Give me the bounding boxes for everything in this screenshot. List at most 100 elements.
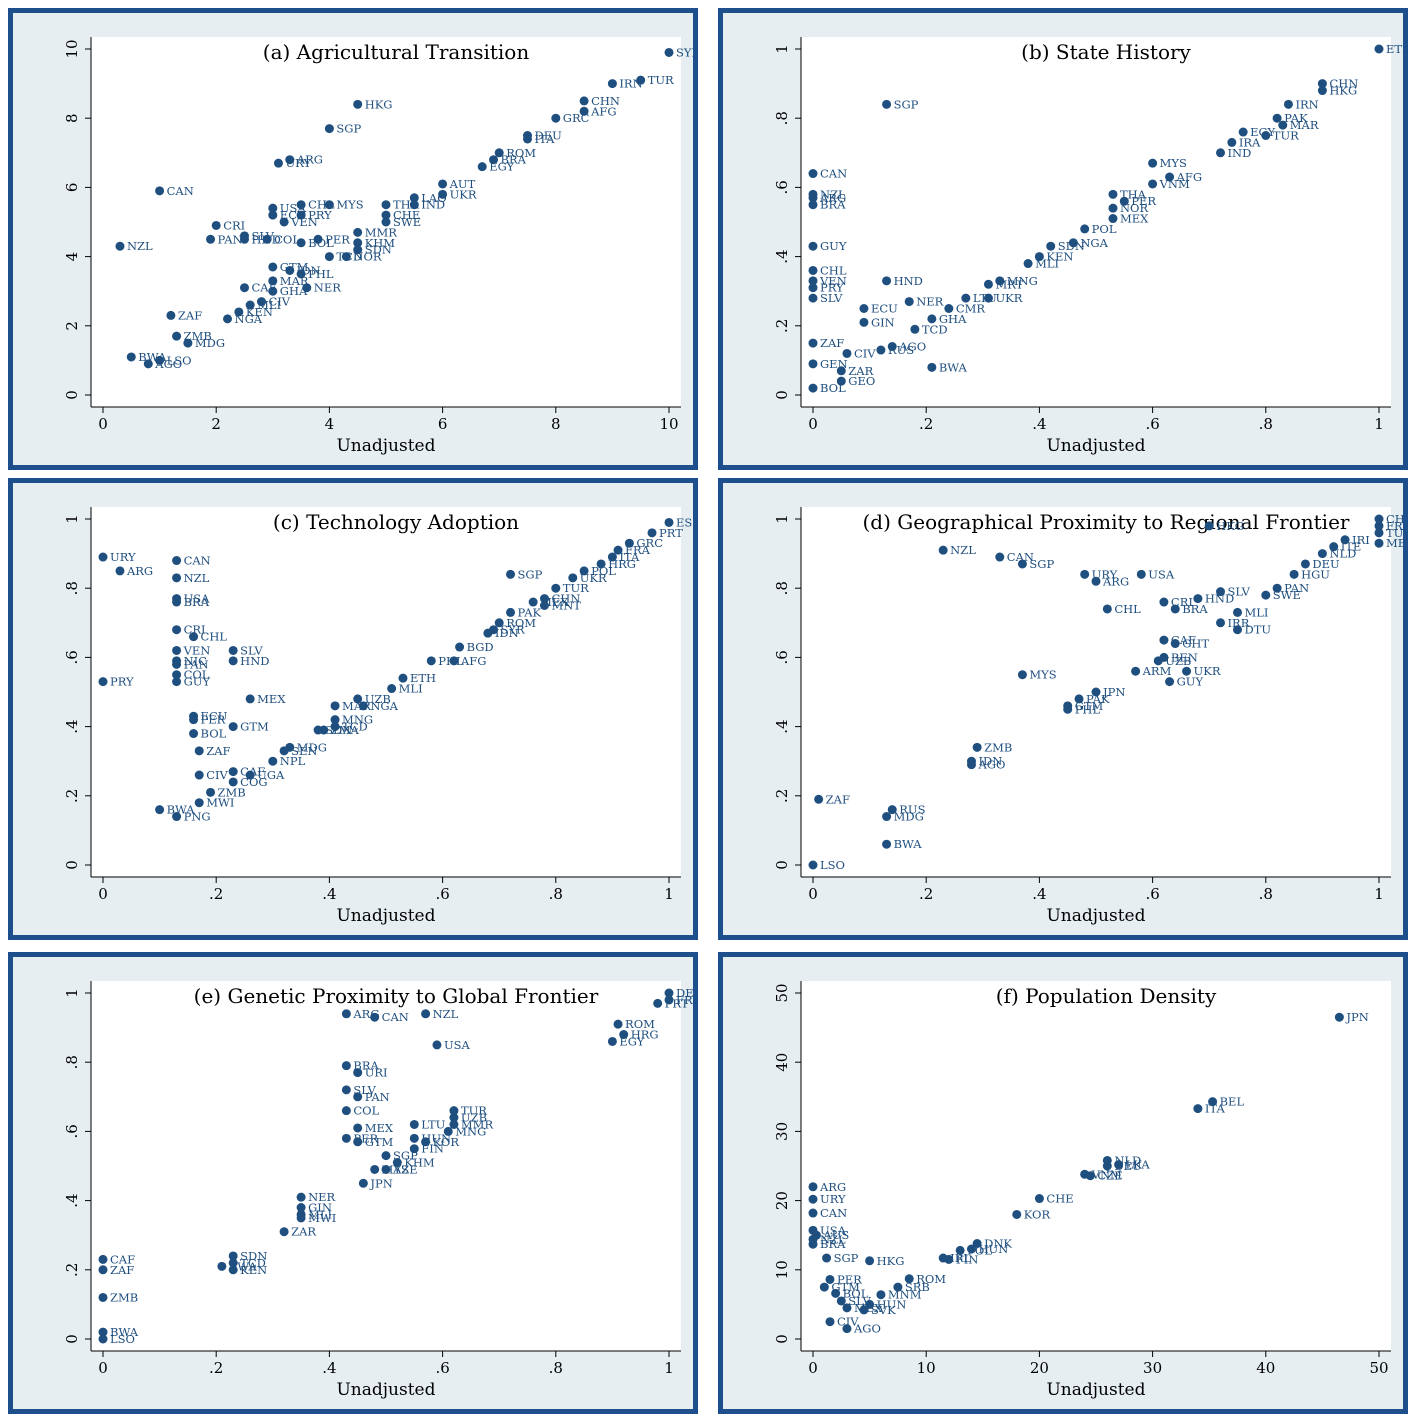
data-point [944, 304, 954, 313]
data-point [859, 1305, 869, 1315]
data-point [296, 1213, 306, 1223]
data-point [98, 1327, 108, 1337]
point-label: DEU [676, 986, 693, 1000]
point-label: HND [1205, 592, 1234, 606]
data-point [1119, 196, 1129, 206]
point-label: NZL [820, 187, 846, 201]
data-point [1216, 618, 1226, 628]
data-point [438, 179, 448, 189]
y-tick-label: .4 [63, 1193, 81, 1207]
x-tick-label: 50 [1369, 1359, 1388, 1377]
panel-f: 0 10 20 30 40 50 0 10 20 30 40 50 (f) Population Den… [718, 952, 1408, 1414]
data-point [279, 746, 289, 756]
data-point [358, 701, 368, 711]
data-point [1091, 687, 1101, 697]
point-label: CAN [820, 1206, 847, 1220]
point-label: NGA [235, 312, 263, 326]
point-label: COL [184, 668, 210, 682]
data-point [172, 597, 182, 607]
data-point [330, 722, 340, 732]
data-point [155, 805, 165, 815]
data-point [808, 1208, 818, 1218]
data-point [194, 746, 204, 756]
y-tick-label: .6 [773, 650, 791, 664]
data-point [172, 625, 182, 635]
x-axis-label: Unadjusted [1046, 1380, 1145, 1400]
data-point [539, 594, 549, 604]
point-label: PRY [110, 675, 134, 689]
data-point [825, 1317, 835, 1327]
data-point [1159, 597, 1169, 607]
data-point [1159, 635, 1169, 645]
data-point [438, 189, 448, 199]
point-label: SRB [905, 1280, 930, 1294]
point-label: THA [393, 198, 420, 212]
point-label: TCD [342, 720, 368, 734]
point-label: URY [820, 1192, 846, 1206]
point-label: CHL [201, 630, 228, 644]
point-label: BEL [1220, 1095, 1245, 1109]
data-point [1317, 86, 1327, 96]
y-tick-label: 0 [773, 390, 791, 400]
point-label: BWA [939, 360, 968, 374]
point-label: PAN [218, 232, 243, 246]
y-tick-label: 50 [773, 983, 791, 1002]
x-tick-label: 0 [98, 415, 108, 433]
data-point [822, 1253, 832, 1263]
data-point [262, 234, 272, 244]
panel-a: 0 2 4 6 8 10 0 2 4 6 8 10 (a) Agricultural Transitio… [8, 8, 698, 470]
scatter-chart-d: 0 .2 .4 .6 .8 1 0 .2 .4 .6 .8 1 (d) Geographical Pro… [773, 507, 1403, 926]
data-point [1261, 131, 1271, 140]
point-label: CHN [551, 592, 580, 606]
point-label: ZMB [218, 785, 246, 799]
data-point [1227, 137, 1237, 147]
point-label: MLI [257, 298, 281, 312]
data-point [1317, 549, 1327, 559]
point-label: UZB [461, 1111, 487, 1125]
data-point [206, 234, 216, 244]
data-point [613, 545, 623, 555]
data-point [938, 545, 948, 555]
point-label: HUN [877, 1297, 907, 1311]
point-label: PAN [365, 1090, 390, 1104]
point-label: PRT [665, 996, 689, 1010]
point-label: FIN [421, 1142, 444, 1156]
data-point [330, 715, 340, 725]
point-label: MAR [342, 699, 371, 713]
data-point [421, 1009, 431, 1019]
data-point [341, 1133, 351, 1143]
x-tick-label: 40 [1256, 1359, 1275, 1377]
data-point [859, 317, 869, 327]
point-label: BRA [501, 153, 527, 167]
point-label: IND [421, 198, 445, 212]
point-label: MNG [455, 1124, 486, 1138]
point-label: MMR [365, 225, 398, 239]
point-label: MYS [1029, 668, 1056, 682]
point-label: TUR [1273, 129, 1299, 143]
x-tick-label: 10 [659, 415, 678, 433]
point-label: NOR [353, 250, 381, 264]
point-label: CAN [167, 184, 194, 198]
data-point [381, 200, 391, 210]
point-label: IRI [1352, 533, 1370, 547]
point-label: MEX [854, 1301, 883, 1315]
data-point [1023, 259, 1033, 269]
point-label: AGO [977, 758, 1005, 772]
point-label: NZL [820, 1232, 846, 1246]
point-label: BWA [894, 837, 923, 851]
data-point [882, 812, 892, 822]
point-label: CHL [820, 263, 847, 277]
point-label: MLI [1245, 605, 1269, 619]
y-tick-label: .8 [773, 111, 791, 125]
point-label: ETH [1386, 42, 1403, 56]
x-tick-label: .6 [1145, 885, 1159, 903]
data-point [285, 265, 295, 275]
data-point [568, 573, 578, 583]
point-label: ZMA [331, 723, 360, 737]
point-label: MRT [995, 277, 1023, 291]
data-point [1238, 127, 1248, 137]
point-label: CAN [382, 1010, 409, 1024]
data-point [172, 670, 182, 680]
y-tick-label: .4 [63, 719, 81, 733]
point-label: UKR [1194, 664, 1221, 678]
